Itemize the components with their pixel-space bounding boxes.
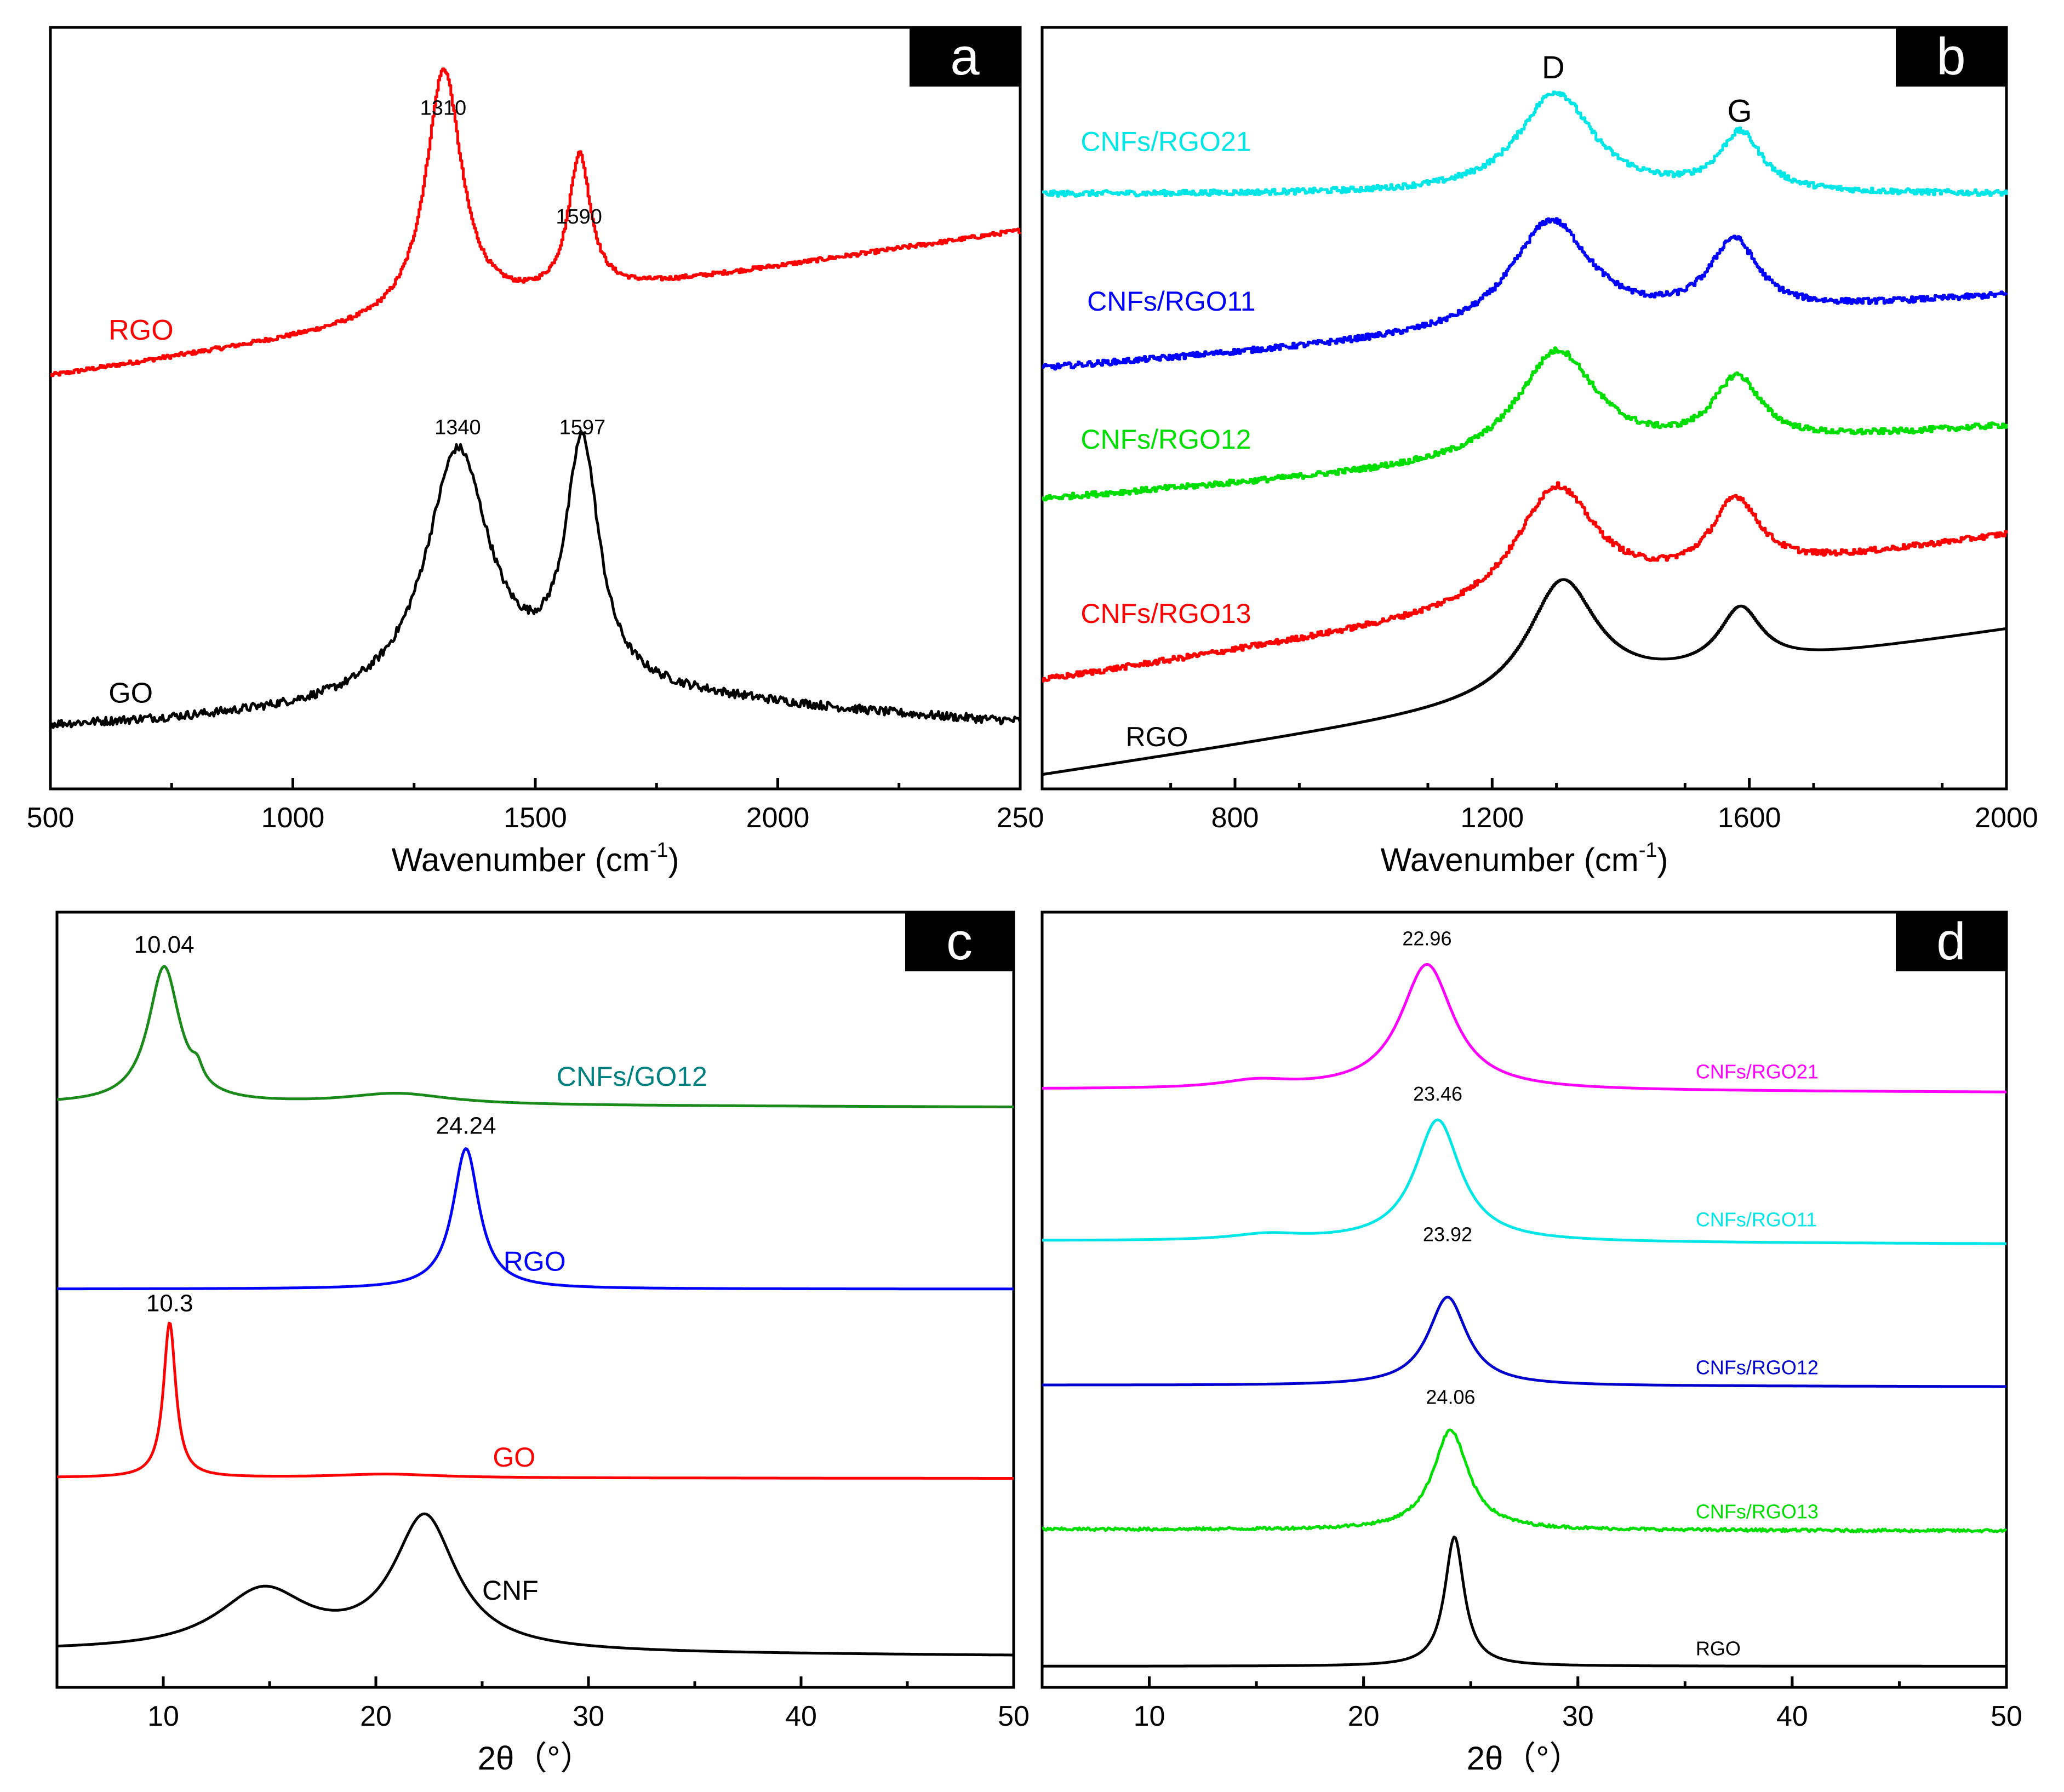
panel-badge (1896, 912, 2006, 971)
x-tick-label: 500 (27, 802, 75, 834)
series-label: CNFs/RGO12 (1696, 1356, 1819, 1378)
series-line (1042, 217, 2008, 371)
peak-label: 10.04 (134, 931, 194, 958)
series-label: CNFs/RGO13 (1080, 598, 1251, 629)
peak-label: 24.24 (436, 1113, 496, 1140)
series-label: RGO (1696, 1637, 1741, 1659)
panel-badge (910, 27, 1020, 87)
panel-badge-label: c (946, 912, 973, 971)
series-line (57, 1147, 1014, 1291)
series-label: RGO (1126, 722, 1188, 752)
peak-label: D (1542, 50, 1565, 85)
peak-label: 1340 (434, 416, 481, 439)
series-line (1042, 578, 2008, 776)
x-tick-label: 10 (147, 1701, 179, 1732)
x-tick-label: 10 (1134, 1701, 1165, 1732)
panel-badge-label: a (950, 27, 980, 86)
series-label: CNF (482, 1575, 539, 1606)
x-tick-label: 40 (785, 1701, 817, 1732)
x-tick-label: 30 (1562, 1701, 1594, 1732)
series-line (1042, 1118, 2006, 1245)
series-line (1042, 346, 2008, 502)
series-line (50, 430, 1022, 729)
x-axis-label: Wavenumber (cm-1) (392, 839, 679, 878)
series-label: CNFs/GO12 (557, 1061, 707, 1092)
peak-label: 1590 (556, 205, 602, 228)
series-label: CNFs/RGO21 (1080, 127, 1251, 157)
series-line (1042, 1428, 2008, 1533)
x-axis-label: Wavenumber (cm-1) (1381, 839, 1668, 878)
x-tick-label: 20 (360, 1701, 392, 1732)
panel-badge-label: b (1936, 27, 1965, 86)
panel-badge (905, 912, 1014, 971)
x-tick-label: 2000 (746, 802, 810, 834)
x-tick-label: 40 (1776, 1701, 1808, 1732)
series-label: CNFs/RGO11 (1087, 286, 1255, 317)
panel-badge-label: d (1936, 912, 1965, 971)
x-tick-label: 1200 (1460, 802, 1524, 834)
x-tick-label: 1600 (1718, 802, 1781, 834)
plot-frame (1040, 911, 2008, 1689)
peak-label: 22.96 (1402, 927, 1451, 949)
series-line (1042, 481, 2008, 683)
series-label: RGO (504, 1246, 566, 1276)
series-label: GO (493, 1442, 535, 1473)
x-tick-label: 1500 (504, 802, 567, 834)
series-label: CNFs/RGO13 (1696, 1501, 1819, 1523)
peak-label: G (1728, 94, 1752, 129)
plot-frame (1040, 26, 2008, 791)
peak-label: 10.3 (146, 1290, 193, 1317)
plot-frame (49, 26, 1022, 791)
x-axis-label: 2θ（°） (1467, 1740, 1582, 1777)
panel-badge (1896, 27, 2006, 87)
x-tick-label: 20 (1348, 1701, 1380, 1732)
panel-b: 800 1200 1600 2000 Wavenumber (cm-1) CNFs/RGO… (1040, 26, 2038, 878)
peak-label: 24.06 (1426, 1385, 1475, 1408)
series-label: RGO (108, 314, 173, 346)
panel-d: 10 20 30 40 50 2θ（°） CNFs/RGO21 CNFs/RGO11 CNFs/… (1040, 911, 2022, 1777)
series-line (1042, 1536, 2006, 1668)
series-label: GO (108, 678, 153, 709)
x-tick-label: 800 (1211, 802, 1259, 834)
panel-a: 500 1000 1500 2000 250 Wavenumber (cm-1) RGO GO… (27, 26, 1044, 878)
x-tick-label: 250 (997, 802, 1044, 834)
series-line (1042, 963, 2007, 1093)
panel-c: 10 20 30 40 50 2θ（°） CNFs/GO12 RGO GO CNF 10.04 24.… (55, 911, 1030, 1777)
x-tick-label: 50 (1991, 1701, 2022, 1732)
plot-frame (55, 911, 1015, 1689)
series-line (1042, 90, 2008, 198)
peak-label: 1597 (559, 416, 606, 439)
series-line (1042, 1296, 2006, 1388)
x-tick-label: 2000 (1975, 802, 2038, 834)
series-line (56, 1321, 1014, 1480)
series-line (50, 67, 1022, 377)
x-tick-label: 1000 (261, 802, 325, 834)
series-label: CNFs/RGO11 (1696, 1208, 1817, 1230)
peak-label: 1310 (420, 96, 467, 119)
series-line (56, 965, 1014, 1109)
series-label: CNFs/RGO12 (1080, 424, 1251, 455)
series-line (56, 1512, 1014, 1657)
series-label: CNFs/RGO21 (1696, 1060, 1819, 1083)
peak-label: 23.92 (1423, 1223, 1472, 1245)
x-axis-label: 2θ（°） (478, 1740, 593, 1777)
x-tick-label: 30 (573, 1701, 604, 1732)
x-tick-label: 50 (998, 1701, 1030, 1732)
peak-label: 23.46 (1413, 1083, 1462, 1105)
